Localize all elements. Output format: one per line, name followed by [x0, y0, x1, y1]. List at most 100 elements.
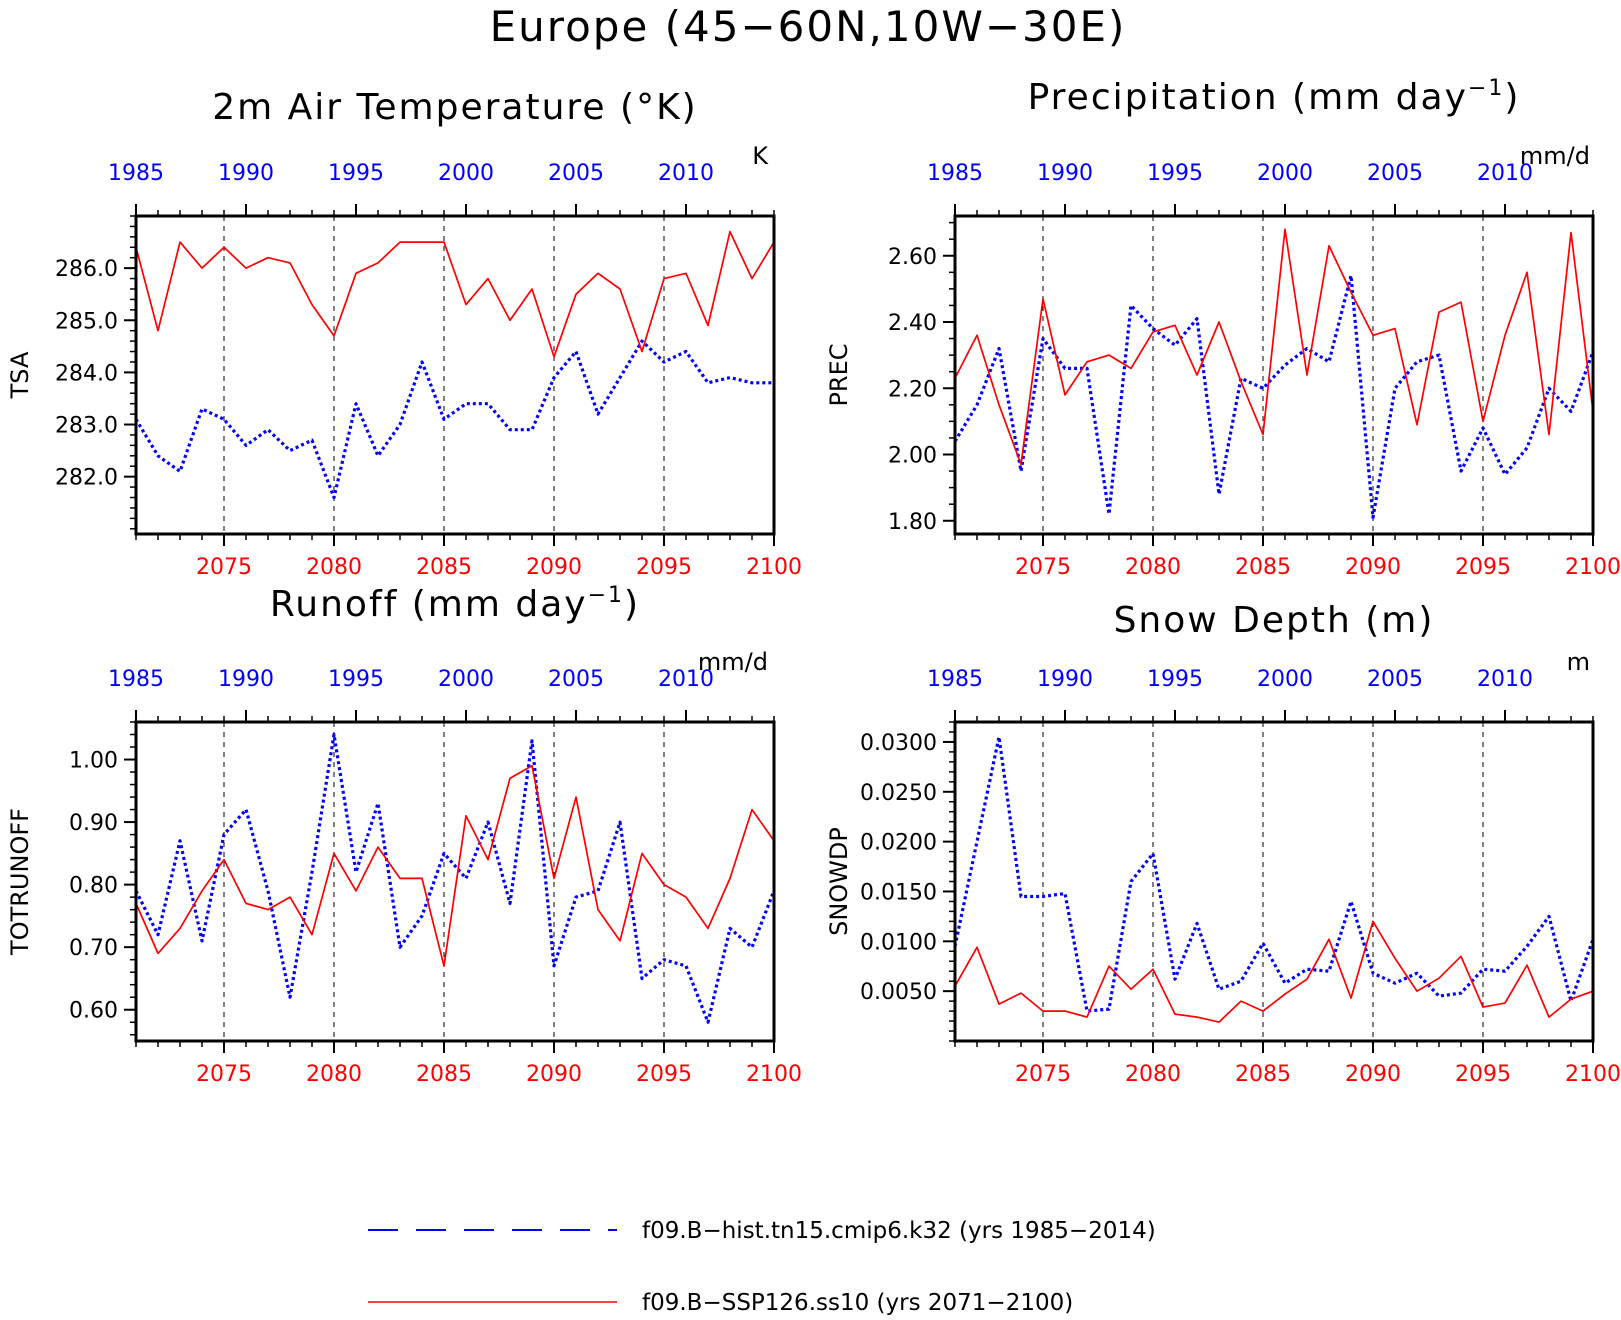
- panel-runoff: Runoff (mm day−1) mm/d TOTRUNOFF 2075 2080 20…: [6, 583, 802, 1087]
- series-line-hist: [955, 735, 1593, 1013]
- y-tick-label: 286.0: [55, 257, 118, 282]
- x-top-tick-label: 1995: [1147, 161, 1203, 186]
- x-top-tick-label: 2000: [438, 161, 494, 186]
- legend-hist-label: f09.B−hist.tn15.cmip6.k32 (yrs 1985−2014…: [642, 1218, 1156, 1244]
- legend-ssp-label: f09.B−SSP126.ss10 (yrs 2071−2100): [642, 1290, 1073, 1316]
- panel-title-main: Runoff (mm day: [270, 584, 588, 625]
- x-tick-label: 2090: [1345, 555, 1401, 580]
- y-tick-label: 2.40: [888, 311, 937, 336]
- x-tick-label: 2075: [1015, 1062, 1071, 1087]
- x-top-tick-label: 2010: [658, 161, 714, 186]
- y-tick-label: 0.60: [69, 999, 118, 1024]
- plot-frame: [134, 720, 776, 1043]
- x-top-tick-label: 2010: [658, 667, 714, 692]
- panel-title-superscript: −1: [1468, 76, 1504, 101]
- panel-snow-depth: Snow Depth (m) m SNOWDP 2075 2080 2085 2090 209…: [825, 600, 1621, 1087]
- y-tick-label: 1.00: [69, 749, 118, 774]
- x-tick-label: 2080: [1125, 1062, 1181, 1087]
- figure-title: Europe (45−60N,10W−30E): [490, 2, 1127, 51]
- y-tick-label: 0.80: [69, 874, 118, 899]
- panel-air-temperature: 2m Air Temperature (°K) K TSA 2075 2080 2085 2…: [6, 87, 802, 580]
- y-axis-label: SNOWDP: [825, 827, 853, 936]
- y-axis-label: PREC: [825, 343, 853, 406]
- x-top-tick-label: 1985: [927, 161, 983, 186]
- y-tick-label: 283.0: [55, 414, 118, 439]
- y-axis-label: TSA: [6, 351, 34, 399]
- x-top-tick-label: 1990: [218, 161, 274, 186]
- y-tick-label: 282.0: [55, 466, 118, 491]
- series-line-ssp: [136, 764, 774, 967]
- units-label: mm/d: [1520, 142, 1590, 170]
- units-label: m: [1567, 648, 1590, 676]
- x-top-tick-label: 2005: [548, 667, 604, 692]
- y-tick-label: 0.0150: [860, 880, 937, 905]
- x-top-tick-label: 1985: [108, 667, 164, 692]
- x-top-tick-label: 2010: [1477, 667, 1533, 692]
- x-top-tick-label: 2000: [438, 667, 494, 692]
- x-tick-label: 2080: [1125, 555, 1181, 580]
- x-tick-label: 2075: [196, 555, 252, 580]
- y-tick-label: 0.70: [69, 936, 118, 961]
- panel-title-superscript: −1: [588, 583, 624, 608]
- x-top-tick-label: 1995: [328, 667, 384, 692]
- panel-title-main: Precipitation (mm day: [1028, 77, 1468, 118]
- x-top-tick-label: 2005: [548, 161, 604, 186]
- x-tick-label: 2095: [636, 1062, 692, 1087]
- x-tick-label: 2090: [526, 555, 582, 580]
- panel-title: 2m Air Temperature (°K): [212, 87, 697, 128]
- y-tick-label: 285.0: [55, 309, 118, 334]
- x-tick-label: 2095: [1455, 555, 1511, 580]
- x-top-tick-label: 2005: [1367, 161, 1423, 186]
- x-top-tick-label: 1990: [1037, 161, 1093, 186]
- x-top-tick-label: 1995: [328, 161, 384, 186]
- x-top-tick-label: 1985: [108, 161, 164, 186]
- y-tick-label: 1.80: [888, 510, 937, 535]
- units-label: K: [752, 142, 769, 170]
- x-top-tick-label: 2010: [1477, 161, 1533, 186]
- x-tick-label: 2100: [746, 555, 802, 580]
- series-line-ssp: [955, 228, 1593, 466]
- x-tick-label: 2095: [636, 555, 692, 580]
- x-top-tick-label: 1995: [1147, 667, 1203, 692]
- panel-title-main: Snow Depth (m): [1114, 600, 1435, 641]
- y-tick-label: 0.0050: [860, 980, 937, 1005]
- series-line-hist: [136, 339, 774, 500]
- series-line-ssp: [136, 230, 774, 358]
- panel-title-tail: ): [624, 584, 640, 625]
- y-tick-label: 0.0100: [860, 930, 937, 955]
- x-tick-label: 2090: [1345, 1062, 1401, 1087]
- x-tick-label: 2075: [1015, 555, 1071, 580]
- units-label: mm/d: [698, 648, 768, 676]
- x-tick-label: 2100: [1565, 555, 1621, 580]
- y-tick-label: 2.00: [888, 444, 937, 469]
- y-tick-label: 0.90: [69, 811, 118, 836]
- y-tick-label: 0.0300: [860, 731, 937, 756]
- series-line-ssp: [955, 920, 1593, 1023]
- x-tick-label: 2100: [1565, 1062, 1621, 1087]
- y-tick-label: 2.60: [888, 245, 937, 270]
- y-tick-label: 2.20: [888, 377, 937, 402]
- x-tick-label: 2085: [416, 555, 472, 580]
- panel-title: Snow Depth (m): [1114, 600, 1435, 641]
- y-axis-label: TOTRUNOFF: [6, 808, 34, 956]
- x-tick-label: 2085: [416, 1062, 472, 1087]
- panel-title-main: 2m Air Temperature (°K): [212, 87, 697, 128]
- x-top-tick-label: 2000: [1257, 161, 1313, 186]
- x-top-tick-label: 1990: [218, 667, 274, 692]
- plot-frame: [134, 214, 776, 536]
- series-line-hist: [955, 274, 1593, 520]
- plot-frame: [953, 214, 1595, 536]
- x-tick-label: 2080: [306, 1062, 362, 1087]
- series-line-hist: [136, 732, 774, 1024]
- x-top-tick-label: 2000: [1257, 667, 1313, 692]
- x-tick-label: 2085: [1235, 555, 1291, 580]
- x-tick-label: 2095: [1455, 1062, 1511, 1087]
- legend: f09.B−hist.tn15.cmip6.k32 (yrs 1985−2014…: [368, 1218, 1156, 1316]
- y-tick-label: 284.0: [55, 361, 118, 386]
- x-top-tick-label: 1985: [927, 667, 983, 692]
- x-top-tick-label: 2005: [1367, 667, 1423, 692]
- plot-frame: [953, 720, 1595, 1043]
- x-tick-label: 2090: [526, 1062, 582, 1087]
